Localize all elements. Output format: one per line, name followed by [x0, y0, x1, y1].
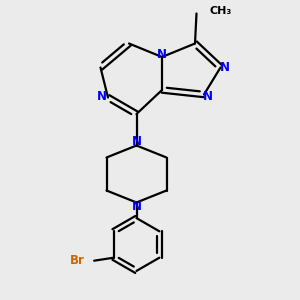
Text: N: N [96, 89, 106, 103]
Text: N: N [202, 90, 213, 104]
Text: N: N [131, 200, 142, 213]
Text: Br: Br [70, 254, 85, 267]
Text: N: N [220, 61, 230, 74]
Text: CH₃: CH₃ [210, 5, 232, 16]
Text: N: N [131, 135, 142, 148]
Text: N: N [157, 48, 167, 61]
